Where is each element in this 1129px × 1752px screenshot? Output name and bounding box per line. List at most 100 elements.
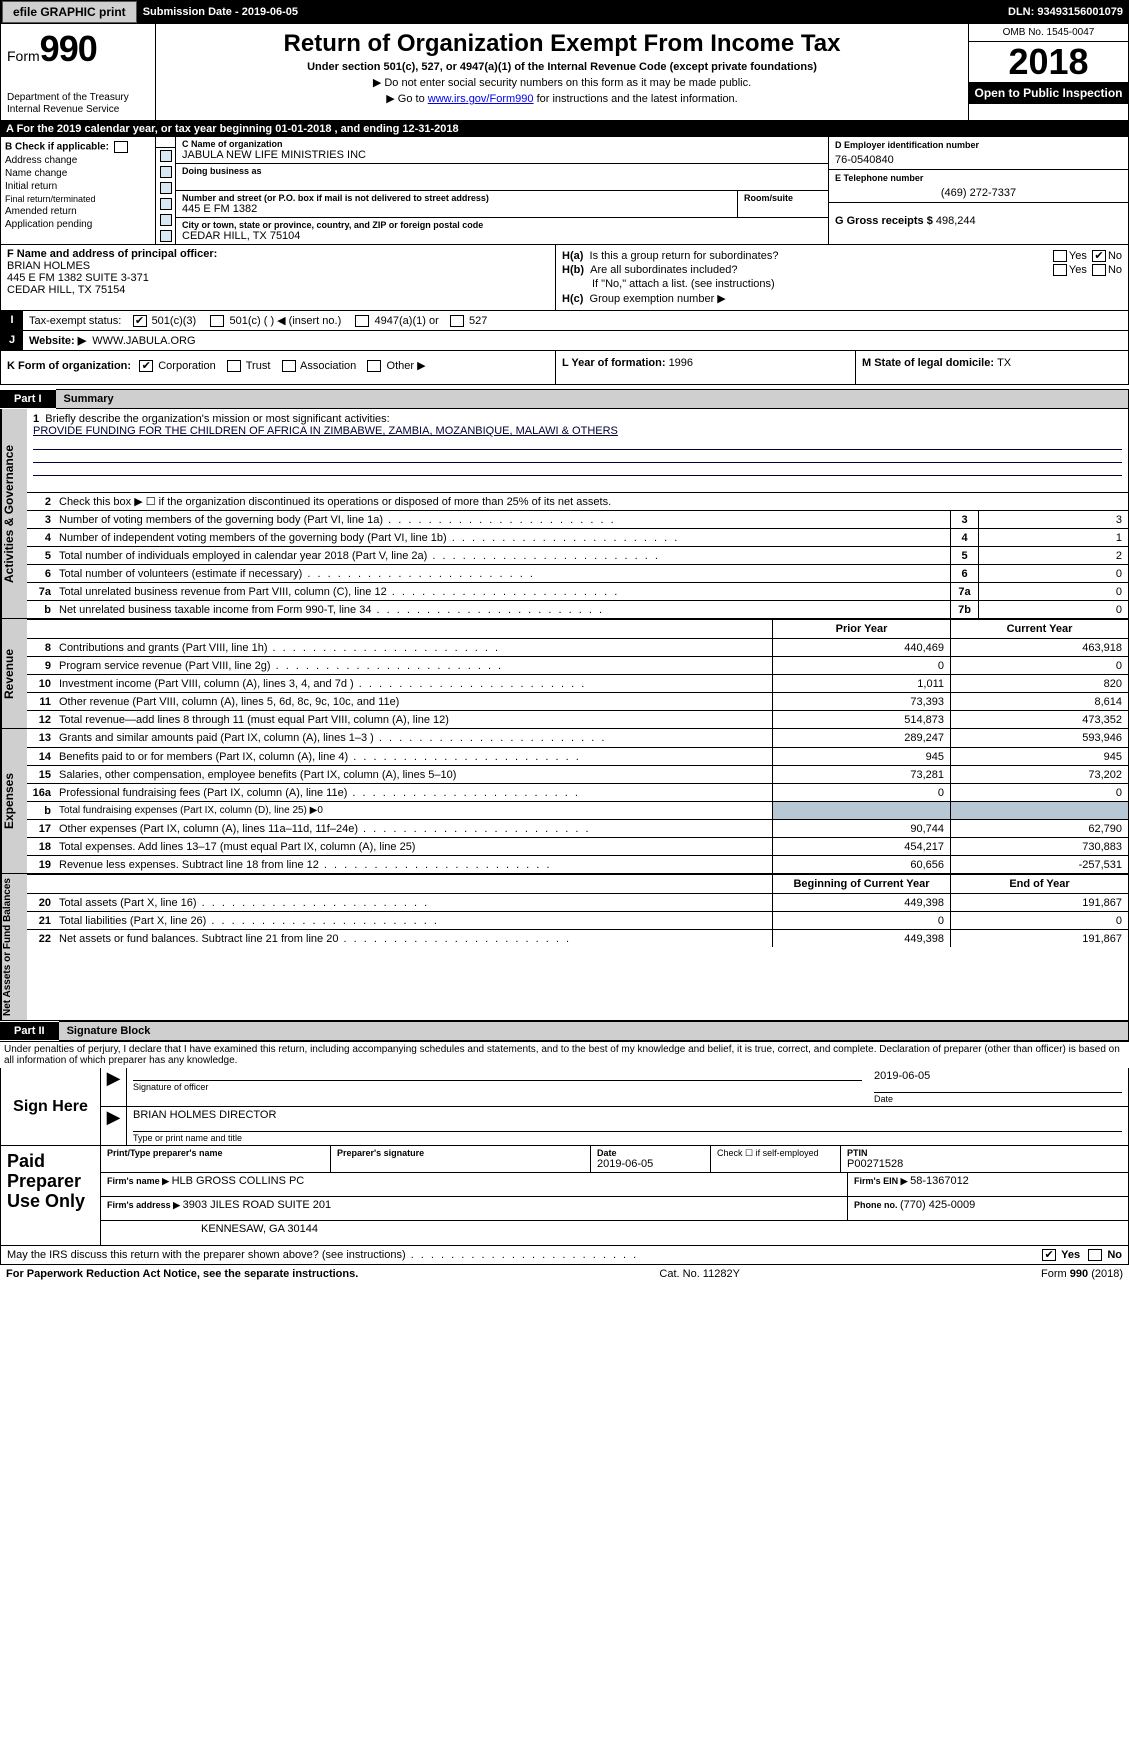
l14-num: 14 xyxy=(27,749,55,765)
l8-prior: 440,469 xyxy=(772,639,950,656)
hb-no-chk[interactable] xyxy=(1092,264,1106,276)
l12-text: Total revenue—add lines 8 through 11 (mu… xyxy=(55,712,772,728)
chk-assoc[interactable] xyxy=(282,360,296,372)
chk-pending[interactable] xyxy=(160,230,172,242)
summary-revenue: Revenue Prior YearCurrent Year 8Contribu… xyxy=(0,619,1129,729)
l10-prior: 1,011 xyxy=(772,675,950,692)
l5-box: 5 xyxy=(950,547,978,564)
lbl-initial: Initial return xyxy=(5,181,57,192)
prep-date-val: 2019-06-05 xyxy=(597,1158,704,1170)
efile-topbar: efile GRAPHIC print Submission Date - 20… xyxy=(0,0,1129,24)
l20-text: Total assets (Part X, line 16) xyxy=(55,895,772,911)
l7a-val: 0 xyxy=(978,583,1128,600)
l4-text: Number of independent voting members of … xyxy=(55,530,950,546)
hb-yes-chk[interactable] xyxy=(1053,264,1067,276)
l8-cur: 463,918 xyxy=(950,639,1128,656)
lbl-pending: Application pending xyxy=(5,219,92,230)
discuss-no-chk[interactable] xyxy=(1088,1249,1102,1261)
l2-text: Check this box ▶ ☐ if the organization d… xyxy=(55,493,1128,510)
chk-final[interactable] xyxy=(160,198,172,210)
l2-num: 2 xyxy=(27,494,55,510)
l20-num: 20 xyxy=(27,895,55,911)
opt-other: Other ▶ xyxy=(387,360,426,372)
l18-num: 18 xyxy=(27,839,55,855)
irs-link[interactable]: www.irs.gov/Form990 xyxy=(428,93,534,105)
l1-value: PROVIDE FUNDING FOR THE CHILDREN OF AFRI… xyxy=(33,425,618,437)
section-fh: F Name and address of principal officer:… xyxy=(0,245,1129,311)
dept-line2: Internal Revenue Service xyxy=(7,104,149,116)
l7b-box: 7b xyxy=(950,601,978,618)
chk-501c3[interactable] xyxy=(133,315,147,327)
opt-527: 527 xyxy=(469,315,487,327)
l5-text: Total number of individuals employed in … xyxy=(55,548,950,564)
sign-date-cell: 2019-06-05 Date xyxy=(868,1068,1128,1106)
l22-num: 22 xyxy=(27,931,55,947)
ha-yes-chk[interactable] xyxy=(1053,250,1067,262)
street-value: 445 E FM 1382 xyxy=(182,203,731,215)
opt-corp: Corporation xyxy=(158,360,215,372)
chk-name-change[interactable] xyxy=(160,166,172,178)
l17-cur: 62,790 xyxy=(950,820,1128,837)
opt-4947: 4947(a)(1) or xyxy=(375,315,439,327)
row-i: I Tax-exempt status: 501(c)(3) 501(c) ( … xyxy=(0,311,1129,331)
org-name-box: C Name of organization JABULA NEW LIFE M… xyxy=(176,137,828,164)
hc-text: Group exemption number ▶ xyxy=(590,293,726,305)
paid-preparer-label: Paid Preparer Use Only xyxy=(1,1146,101,1245)
l11-text: Other revenue (Part VIII, column (A), li… xyxy=(55,694,772,710)
firm-addr2: KENNESAW, GA 30144 xyxy=(101,1221,1128,1245)
prep-name-lbl: Print/Type preparer's name xyxy=(107,1148,324,1158)
chk-corp[interactable] xyxy=(139,360,153,372)
hc-label: H(c) xyxy=(562,293,583,305)
phone-box: E Telephone number (469) 272-7337 xyxy=(829,170,1128,203)
chk-trust[interactable] xyxy=(227,360,241,372)
l21-num: 21 xyxy=(27,913,55,929)
tax-year: 2018 xyxy=(969,42,1128,82)
part2-tab: Part II xyxy=(0,1022,59,1040)
sign-date-value: 2019-06-05 xyxy=(874,1070,930,1082)
l18-text: Total expenses. Add lines 13–17 (must eq… xyxy=(55,839,772,855)
form-title: Return of Organization Exempt From Incom… xyxy=(162,30,962,58)
l-label: L Year of formation: xyxy=(562,357,669,369)
chk-4947[interactable] xyxy=(355,315,369,327)
hdr-end: End of Year xyxy=(950,875,1128,893)
l16a-prior: 0 xyxy=(772,784,950,801)
m-value: TX xyxy=(997,357,1011,369)
footer: For Paperwork Reduction Act Notice, see … xyxy=(0,1265,1129,1283)
prep-date-lbl: Date xyxy=(597,1148,704,1158)
f-label: F Name and address of principal officer: xyxy=(7,248,217,260)
lbl-amended: Amended return xyxy=(5,206,77,217)
l21-text: Total liabilities (Part X, line 26) xyxy=(55,913,772,929)
l9-cur: 0 xyxy=(950,657,1128,674)
row-a-mid: , and ending xyxy=(331,123,402,135)
discuss-yes-chk[interactable] xyxy=(1042,1249,1056,1261)
l22-end: 191,867 xyxy=(950,930,1128,947)
l13-prior: 289,247 xyxy=(772,729,950,747)
summary-governance: Activities & Governance 1 Briefly descri… xyxy=(0,409,1129,619)
chk-527[interactable] xyxy=(450,315,464,327)
chk-addr-change[interactable] xyxy=(160,150,172,162)
efile-graphic-print-button[interactable]: efile GRAPHIC print xyxy=(2,1,137,23)
l17-text: Other expenses (Part IX, column (A), lin… xyxy=(55,821,772,837)
officer-signature[interactable]: Signature of officer xyxy=(127,1068,868,1106)
column-d: D Employer identification number 76-0540… xyxy=(828,137,1128,244)
chk-initial[interactable] xyxy=(160,182,172,194)
hdr-prior: Prior Year xyxy=(772,620,950,638)
chk-501c[interactable] xyxy=(210,315,224,327)
chk-other[interactable] xyxy=(367,360,381,372)
part1-header: Part I Summary xyxy=(0,389,1129,409)
l16a-cur: 0 xyxy=(950,784,1128,801)
l5-val: 2 xyxy=(978,547,1128,564)
l13-text: Grants and similar amounts paid (Part IX… xyxy=(55,730,772,746)
summary-expenses: Expenses 13Grants and similar amounts pa… xyxy=(0,729,1129,874)
officer-name-cell: BRIAN HOLMES DIRECTOR Type or print name… xyxy=(127,1107,1128,1145)
row-klm: K Form of organization: Corporation Trus… xyxy=(0,351,1129,385)
room-label: Room/suite xyxy=(744,193,822,203)
ha-no-chk[interactable] xyxy=(1092,250,1106,262)
l7a-box: 7a xyxy=(950,583,978,600)
chk-amended[interactable] xyxy=(160,214,172,226)
l13-num: 13 xyxy=(27,730,55,746)
l11-num: 11 xyxy=(27,694,55,710)
open-to-public: Open to Public Inspection xyxy=(969,82,1128,104)
l9-text: Program service revenue (Part VIII, line… xyxy=(55,658,772,674)
chk-applicable[interactable] xyxy=(114,141,128,153)
